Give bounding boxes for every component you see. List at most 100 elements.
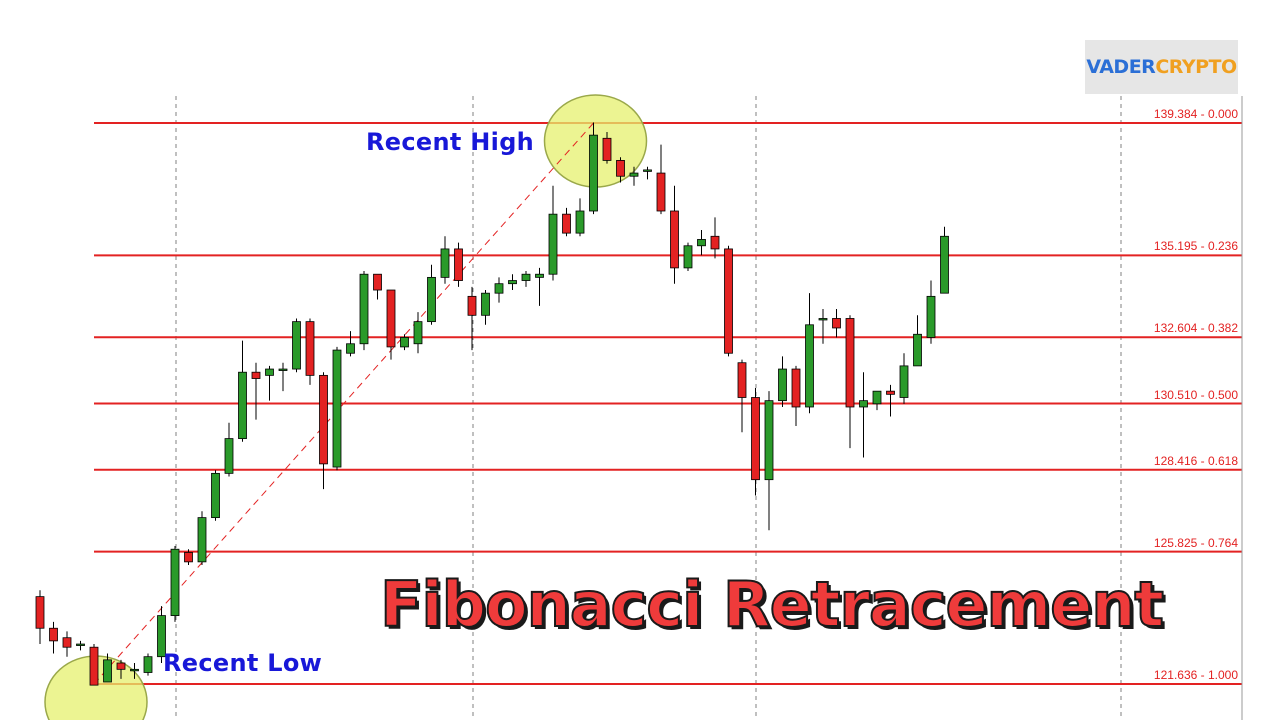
- bear-candle-body: [305, 321, 315, 376]
- bull-candle-body: [683, 245, 693, 269]
- candle: [373, 273, 382, 300]
- bull-candle-body: [940, 235, 949, 294]
- candle: [130, 663, 139, 679]
- bull-candle-body: [76, 643, 85, 646]
- candle: [697, 229, 706, 256]
- candle: [278, 362, 288, 392]
- bear-candle-body: [184, 551, 193, 563]
- fib-level-label: 135.195 - 0.236: [1151, 239, 1240, 254]
- bull-candle-body: [292, 321, 301, 370]
- recent-high-label: Recent High: [366, 128, 535, 156]
- candle: [494, 277, 504, 303]
- candle: [332, 346, 342, 471]
- candle: [251, 362, 261, 420]
- bull-candle-body: [535, 273, 544, 278]
- candle: [197, 511, 207, 566]
- bull-candle-body: [265, 368, 274, 376]
- candle: [791, 365, 801, 426]
- fib-level-label: 132.604 - 0.382: [1151, 321, 1240, 336]
- bull-candle-body: [278, 368, 288, 371]
- page-title: Fibonacci Retracement: [379, 567, 1165, 642]
- bear-candle-body: [616, 160, 625, 177]
- bull-candle-body: [575, 210, 585, 234]
- bull-candle-body: [157, 615, 166, 658]
- candle: [157, 606, 166, 664]
- bear-candle-body: [386, 289, 396, 348]
- candle: [305, 318, 315, 385]
- candle: [454, 242, 463, 287]
- bull-candle-body: [508, 280, 517, 285]
- fib-level-label: 125.825 - 0.764: [1151, 535, 1240, 550]
- candle: [184, 549, 193, 566]
- fib-level-label: 128.416 - 0.618: [1151, 453, 1240, 468]
- candle: [467, 286, 477, 351]
- bull-candle-body: [697, 239, 706, 247]
- bull-candle-body: [494, 283, 504, 294]
- candle: [805, 293, 814, 414]
- candle: [346, 331, 355, 357]
- bear-candle-body: [670, 210, 679, 269]
- bull-candle-body: [143, 656, 153, 673]
- bear-candle-body: [62, 637, 72, 648]
- bear-candle-body: [116, 662, 126, 670]
- candle: [508, 274, 517, 291]
- bull-candle-body: [359, 273, 369, 345]
- bear-candle-body: [454, 248, 463, 281]
- bull-candle-body: [332, 349, 342, 468]
- bear-candle-body: [724, 248, 733, 354]
- candle: [76, 640, 85, 651]
- fib-level-label: 121.636 - 1.000: [1151, 668, 1240, 682]
- fibonacci-levels: [94, 122, 1242, 685]
- bear-candle-body: [656, 172, 666, 212]
- bull-candle-body: [224, 438, 234, 474]
- bull-candle-body: [872, 390, 882, 405]
- bull-candle-body: [899, 365, 909, 398]
- candles: [35, 122, 949, 686]
- bull-candle-body: [427, 276, 436, 323]
- candle: [926, 280, 936, 344]
- candle: [427, 264, 436, 325]
- bull-candle-body: [440, 248, 450, 278]
- candle: [359, 271, 369, 351]
- candle: [400, 334, 409, 351]
- candle: [616, 157, 625, 183]
- candle: [940, 226, 949, 294]
- candle: [737, 359, 747, 433]
- candle: [481, 290, 490, 325]
- bear-candle-body: [467, 295, 477, 316]
- candle: [211, 470, 220, 521]
- bear-candle-body: [751, 397, 760, 481]
- candle: [643, 166, 652, 180]
- candle: [710, 217, 720, 259]
- bull-candle-body: [238, 371, 247, 439]
- candle: [629, 166, 639, 186]
- bear-candle-body: [251, 371, 261, 379]
- candle: [670, 185, 679, 284]
- candle: [872, 390, 882, 411]
- bear-candle-body: [35, 596, 45, 629]
- bull-candle-body: [211, 472, 220, 519]
- brand-part-2: CRYPTO: [1155, 56, 1237, 78]
- brand-logo: VADER CRYPTO: [1085, 40, 1238, 94]
- brand-part-1: VADER: [1086, 56, 1156, 78]
- candle: [386, 289, 396, 360]
- bull-candle-body: [170, 548, 180, 616]
- candle: [548, 185, 558, 281]
- candle: [778, 356, 787, 407]
- bear-candle-body: [737, 362, 747, 398]
- bear-candle-body: [49, 627, 58, 642]
- candle: [683, 242, 693, 272]
- candle: [886, 384, 895, 417]
- fib-level-label: 139.384 - 0.000: [1151, 107, 1240, 121]
- bull-candle-body: [197, 517, 207, 563]
- bull-candle-body: [548, 213, 558, 275]
- bull-candle-body: [643, 169, 652, 172]
- candle: [562, 207, 571, 237]
- candle: [238, 340, 247, 442]
- bull-candle-body: [481, 292, 490, 316]
- bear-candle-body: [845, 318, 855, 408]
- candle: [319, 372, 328, 490]
- bull-candle-body: [103, 659, 112, 683]
- bear-candle-body: [373, 273, 382, 291]
